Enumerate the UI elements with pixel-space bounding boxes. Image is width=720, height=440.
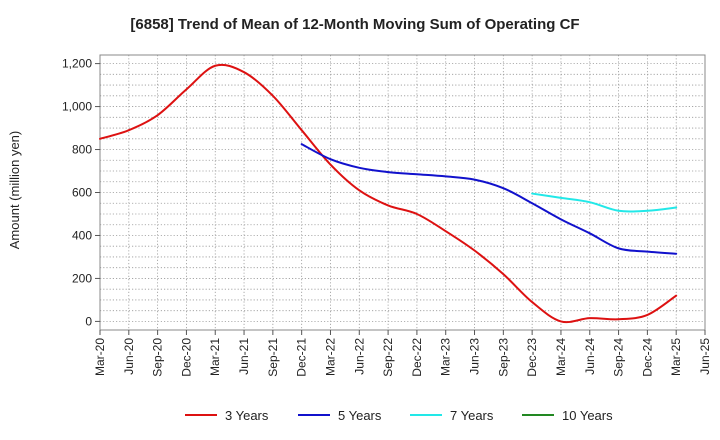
legend-label-7-years: 7 Years — [450, 408, 494, 423]
x-tick-label: Jun-25 — [698, 338, 712, 375]
x-tick-label: Sep-24 — [612, 338, 626, 377]
x-tick-label: Dec-24 — [640, 338, 654, 377]
legend-label-5-years: 5 Years — [338, 408, 382, 423]
series-line-5-years — [300, 143, 678, 255]
x-tick-label: Dec-22 — [410, 338, 424, 377]
y-ticks: 0 200 400 600 800 1,000 1,200 — [62, 57, 100, 328]
series-lines — [99, 63, 678, 324]
x-tick-label: Sep-23 — [496, 338, 510, 377]
x-tick-label: Mar-24 — [554, 338, 568, 376]
x-tick-label: Mar-21 — [208, 338, 222, 376]
y-tick-label: 1,200 — [62, 57, 92, 71]
x-tick-label: Mar-20 — [93, 338, 107, 376]
x-tick-label: Jun-23 — [468, 338, 482, 375]
x-tick-label: Mar-22 — [323, 338, 337, 376]
grid — [99, 55, 706, 330]
x-tick-label: Sep-22 — [381, 338, 395, 377]
series-line-3-years — [99, 63, 678, 324]
x-tick-label: Dec-20 — [179, 338, 193, 377]
legend-label-3-years: 3 Years — [225, 408, 269, 423]
y-tick-label: 600 — [72, 186, 92, 200]
x-tick-label: Sep-20 — [151, 338, 165, 377]
y-tick-label: 200 — [72, 271, 92, 285]
y-axis-label: Amount (million yen) — [7, 131, 22, 250]
x-tick-label: Dec-21 — [295, 338, 309, 377]
x-tick-label: Jun-21 — [237, 338, 251, 375]
y-tick-label: 800 — [72, 143, 92, 157]
x-tick-label: Jun-24 — [583, 338, 597, 375]
legend-label-10-years: 10 Years — [562, 408, 613, 423]
y-tick-label: 1,000 — [62, 100, 92, 114]
x-ticks: Mar-20 Jun-20 Sep-20 Dec-20 Mar-21 Jun-21 Sep-… — [93, 330, 712, 377]
series-line-7-years — [531, 192, 678, 213]
x-tick-label: Sep-21 — [266, 338, 280, 377]
x-tick-label: Mar-23 — [439, 338, 453, 376]
y-tick-label: 400 — [72, 228, 92, 242]
x-tick-label: Mar-25 — [669, 338, 683, 376]
x-tick-label: Jun-20 — [122, 338, 136, 375]
y-tick-label: 0 — [85, 314, 92, 328]
chart-title: [6858] Trend of Mean of 12-Month Moving … — [130, 16, 579, 33]
legend: 3 Years 5 Years 7 Years 10 Years — [185, 408, 613, 423]
x-tick-label: Jun-22 — [352, 338, 366, 375]
x-tick-label: Dec-23 — [525, 338, 539, 377]
